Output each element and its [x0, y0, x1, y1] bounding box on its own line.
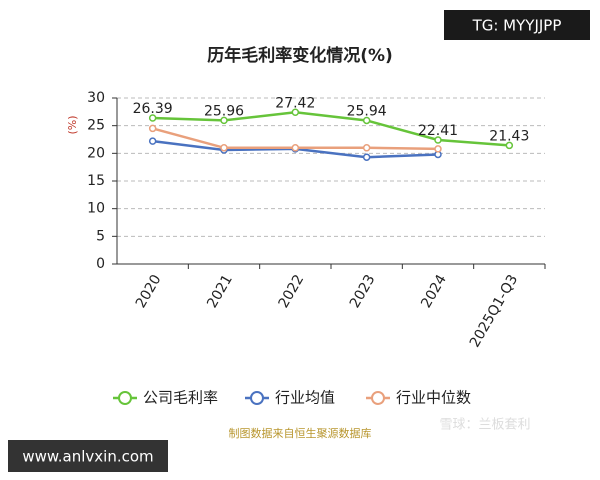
data-point [148, 137, 157, 145]
legend-marker [250, 391, 264, 405]
data-label: 22.41 [418, 123, 458, 139]
data-point [220, 116, 228, 125]
data-point [291, 144, 300, 152]
data-point [434, 145, 442, 153]
watermark: www.anlvxin.com [22, 448, 153, 466]
chart-title: 历年毛利率变化情况(%) [207, 45, 393, 66]
y-tick-label: 25 [87, 118, 105, 134]
legend-marker [371, 391, 385, 405]
data-point [362, 144, 371, 152]
data-label: 27.42 [275, 95, 315, 111]
data-point [434, 136, 442, 144]
legend-label: 行业均值 [275, 389, 335, 407]
data-label: 25.94 [347, 103, 387, 119]
data-point [362, 116, 371, 125]
y-axis-label: (%) [66, 115, 79, 134]
watermark: TG: MYYJJPP [472, 17, 562, 35]
data-point [291, 108, 300, 117]
data-point [148, 114, 157, 122]
y-tick-label: 10 [87, 201, 105, 217]
data-point [148, 124, 157, 133]
watermark-box [8, 440, 168, 472]
data-point [505, 141, 514, 150]
watermark-box [444, 10, 590, 40]
legend-marker [118, 391, 132, 405]
data-label: 25.96 [204, 103, 244, 119]
legend-label: 公司毛利率 [143, 389, 218, 407]
source-note: 制图数据来自恒生聚源数据库 [229, 426, 372, 440]
y-tick-label: 30 [87, 90, 105, 106]
data-label: 21.43 [489, 128, 529, 144]
data-point [220, 144, 228, 152]
y-tick-label: 20 [87, 145, 105, 161]
data-label: 26.39 [133, 101, 173, 117]
series-line [152, 111, 510, 147]
y-tick-label: 5 [96, 228, 105, 244]
y-tick-label: 15 [87, 173, 105, 189]
data-point [362, 153, 371, 161]
y-tick-label: 0 [96, 256, 105, 272]
legend-label: 行业中位数 [396, 389, 471, 407]
watermark: 雪球：兰板套利 [439, 417, 530, 433]
